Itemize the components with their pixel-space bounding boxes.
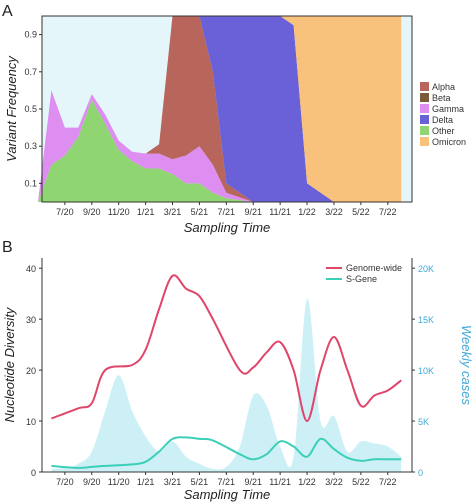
left-y-tick-label: 10 [26,417,36,427]
right-y-tick-label: 20K [418,264,434,274]
panel-b-left-y-axis-title: Nucleotide Diversity [2,306,17,422]
band-omicron [38,16,402,202]
x-tick-label: 11/21 [269,207,291,217]
x-tick-label: 3/21 [164,207,182,217]
left-y-tick-label: 20 [26,366,36,376]
legend-label-gamma: Gamma [432,104,464,114]
s-gene-line [51,436,402,469]
panel-a-letter: A [2,3,13,20]
panel-b-x-axis-title: Sampling Time [184,487,271,502]
panel-a-x-axis-title: Sampling Time [184,220,271,235]
x-tick-label: 5/21 [191,477,209,487]
x-tick-label: 7/22 [379,207,397,217]
legend-label-genome-wide: Genome-wide [346,263,402,273]
right-y-tick-label: 10K [418,366,434,376]
x-tick-label: 9/20 [83,477,101,487]
x-tick-label: 9/21 [244,207,262,217]
panel-b-letter: B [2,239,13,256]
panel-b-left-y-ticks: 0 10 20 30 40 [26,264,42,478]
band-gamma [38,90,402,202]
x-tick-label: 1/21 [137,207,155,217]
x-tick-label: 3/22 [325,477,343,487]
panel-a-y-axis-title: Variant Frequency [4,55,19,162]
x-tick-label: 1/22 [298,477,316,487]
legend-label-omicron: Omicron [432,137,466,147]
right-y-tick-label: 0 [418,468,423,478]
panel-a-y-ticks: 0.1 0.3 0.5 0.7 0.9 [24,30,42,188]
genome-wide-line [51,274,402,423]
panel-b-axes [41,258,413,473]
legend-swatch-omicron [420,137,429,146]
x-tick-label: 7/21 [218,207,236,217]
x-tick-label: 11/20 [108,477,130,487]
y-tick-label: 0.3 [24,141,37,151]
panel-a-x-ticks: 7/20 9/20 11/20 1/21 3/21 5/21 7/21 9/21 11/21 1/… [56,202,397,217]
y-tick-label: 0.7 [24,67,37,77]
legend-label-other: Other [432,126,455,136]
band-other [38,99,402,202]
x-tick-label: 3/22 [325,207,343,217]
panel-b-right-y-axis-title: Weekly cases [459,325,474,405]
panel-b-right-y-ticks: 0 5K 10K 15K 20K [412,264,434,478]
x-tick-label: 1/22 [298,207,316,217]
x-tick-label: 7/20 [56,477,74,487]
panel-a-frequency-bands [38,16,412,202]
x-tick-label: 7/20 [56,207,74,217]
legend-label-delta: Delta [432,115,453,125]
x-tick-label: 7/22 [379,477,397,487]
legend-label-s-gene: S-Gene [346,274,377,284]
band-delta [38,16,402,202]
x-tick-label: 5/21 [191,207,209,217]
x-tick-label: 11/20 [108,207,130,217]
legend-swatch-beta [420,93,429,102]
right-y-tick-label: 5K [418,417,429,427]
legend-swatch-alpha [420,82,429,91]
legend-label-alpha: Alpha [432,82,455,92]
weekly-cases-area [51,298,402,472]
x-tick-label: 9/20 [83,207,101,217]
y-tick-label: 0.9 [24,30,37,40]
y-tick-label: 0.5 [24,104,37,114]
x-tick-label: 9/21 [244,477,262,487]
x-tick-label: 3/21 [164,477,182,487]
band-alpha [38,16,402,202]
legend-swatch-gamma [420,104,429,113]
left-y-tick-label: 30 [26,315,36,325]
left-y-tick-label: 40 [26,264,36,274]
legend-swatch-other [420,126,429,135]
panel-b-x-ticks: 7/20 9/20 11/20 1/21 3/21 5/21 7/21 9/21 11/21 1/… [56,472,397,487]
panel-a: A 0.1 0.3 0.5 0.7 0.9 7/20 9/20 11/20 1/21 3/21 5… [2,3,466,235]
left-y-tick-label: 0 [31,468,36,478]
x-tick-label: 11/21 [269,477,291,487]
legend-swatch-delta [420,115,429,124]
panel-b: B 0 10 20 30 40 0 5K 10K 15K 20K 7/20 9/20 11/20 1/… [2,239,474,502]
y-tick-label: 0.1 [24,178,37,188]
right-y-tick-label: 15K [418,315,434,325]
legend-label-beta: Beta [432,93,451,103]
x-tick-label: 5/22 [352,207,370,217]
x-tick-label: 5/22 [352,477,370,487]
x-tick-label: 7/21 [218,477,236,487]
x-tick-label: 1/21 [137,477,155,487]
